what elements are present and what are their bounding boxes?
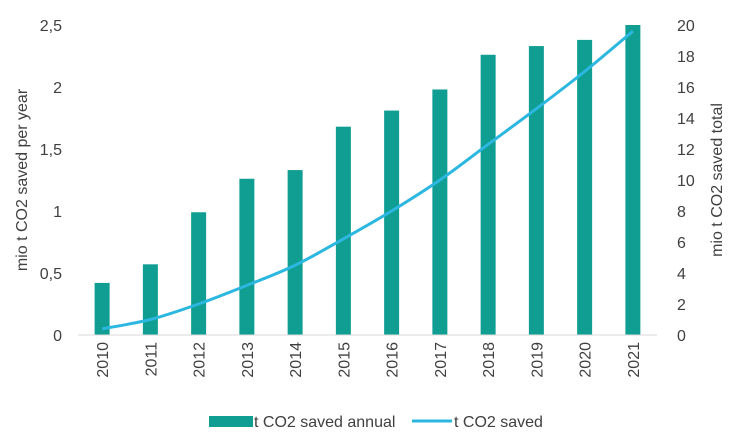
y-tick-left: 1	[53, 204, 62, 221]
x-tick: 2012	[192, 342, 209, 378]
y-tick-right: 16	[677, 80, 695, 97]
legend-label-total: t CO2 saved	[454, 414, 543, 431]
x-tick: 2013	[240, 342, 257, 378]
y-tick-right: 4	[677, 266, 686, 283]
x-tick: 2010	[95, 342, 112, 378]
y-tick-right: 20	[677, 18, 695, 35]
y-tick-left: 2	[53, 80, 62, 97]
y-axis-title-left: mio t CO2 saved per year	[14, 88, 31, 271]
bar	[191, 212, 207, 335]
y-tick-right: 10	[677, 173, 695, 190]
y-tick-right: 8	[677, 204, 686, 221]
y-tick-right: 6	[677, 235, 686, 252]
legend-label-annual: t CO2 saved annual	[254, 414, 395, 431]
bar	[577, 39, 593, 335]
bar	[625, 25, 641, 335]
legend-swatch-annual	[209, 416, 253, 427]
y-tick-right: 12	[677, 142, 695, 159]
y-tick-left: 2,5	[40, 18, 62, 35]
legend: t CO2 saved annual t CO2 saved	[209, 414, 543, 431]
bar	[287, 170, 303, 335]
x-tick: 2014	[288, 342, 305, 378]
x-tick: 2011	[143, 342, 160, 377]
y-tick-right: 0	[677, 328, 686, 345]
x-tick: 2019	[529, 342, 546, 378]
y-tick-right: 18	[677, 49, 695, 66]
left-axis-ticks: 0 0,5 1 1,5 2 2,5	[40, 18, 62, 345]
y-tick-right: 14	[677, 111, 695, 128]
y-tick-right: 2	[677, 297, 686, 314]
y-tick-left: 0	[53, 328, 62, 345]
x-tick: 2016	[385, 342, 402, 378]
x-axis-ticks: 2010 2011 2012 2013 2014 2015 2016 2017 2018 2019…	[95, 342, 643, 378]
bar	[335, 126, 351, 336]
x-tick: 2017	[433, 342, 450, 378]
y-axis-title-right: mio t CO2 saved total	[709, 103, 726, 257]
x-tick: 2021	[626, 342, 643, 378]
right-axis-ticks: 0 2 4 6 8 10 12 14 16 18 20	[677, 18, 695, 345]
y-tick-left: 0,5	[40, 266, 62, 283]
bar-series	[94, 25, 641, 336]
bar	[239, 178, 255, 335]
x-tick: 2015	[336, 342, 353, 378]
bar	[480, 54, 496, 335]
bar	[142, 264, 158, 335]
x-tick: 2020	[578, 342, 595, 378]
bar	[384, 110, 400, 335]
y-tick-left: 1,5	[40, 142, 62, 159]
bar	[528, 46, 544, 336]
bar	[432, 89, 448, 335]
line-series-total	[101, 30, 634, 331]
x-tick: 2018	[481, 342, 498, 378]
bar	[94, 282, 110, 335]
